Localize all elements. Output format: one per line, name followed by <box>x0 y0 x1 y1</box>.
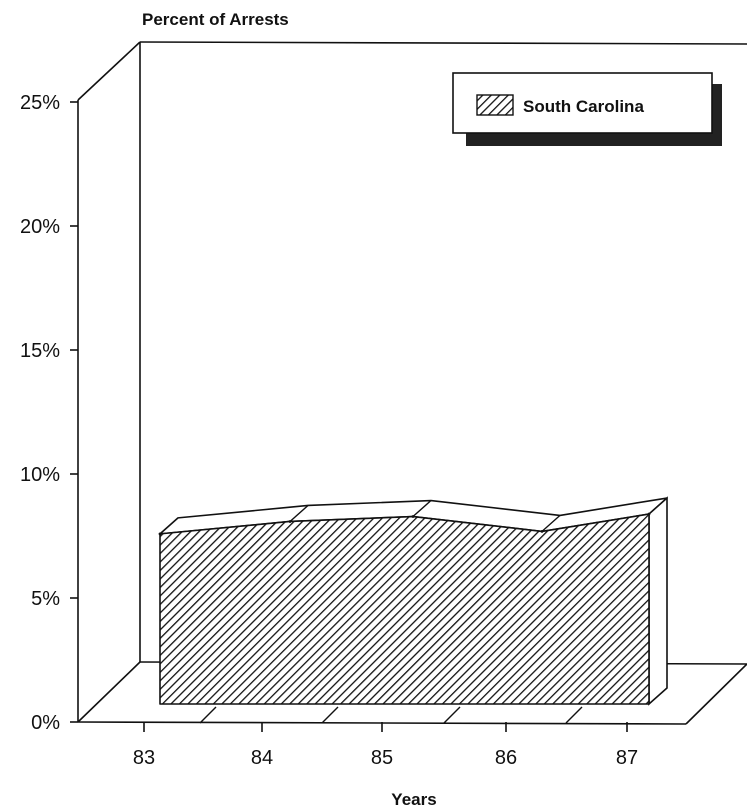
depth-edge-bottom <box>77 661 141 723</box>
data-point <box>647 512 651 516</box>
series-top-divider <box>541 514 561 532</box>
x-tick-label: 83 <box>133 747 155 769</box>
floor-right-edge <box>685 663 747 725</box>
floor-groove <box>199 706 217 724</box>
x-tick-label: 84 <box>251 747 273 769</box>
legend: South Carolina <box>452 72 722 146</box>
series-front-face <box>159 513 650 705</box>
y-axis-title: Percent of Arrests <box>142 10 289 29</box>
y-tick-label: 5% <box>31 588 60 610</box>
y-tick-label: 20% <box>20 216 60 238</box>
data-point <box>158 532 162 536</box>
y-tick-label: 10% <box>20 464 60 486</box>
floor-groove <box>321 706 339 724</box>
series-side-face <box>648 496 668 706</box>
series-top-divider <box>412 499 432 518</box>
y-tick-label: 25% <box>20 92 60 114</box>
series-top-divider <box>289 504 309 523</box>
back-wall-top-edge <box>139 41 747 45</box>
x-axis-ticks: 83 84 85 86 87 <box>133 722 638 769</box>
x-axis-title: Years <box>391 790 436 809</box>
floor-groove <box>565 706 583 724</box>
legend-label-south-carolina: South Carolina <box>523 97 644 116</box>
y-tick-label: 15% <box>20 340 60 362</box>
data-point <box>540 530 544 533</box>
x-tick-label: 87 <box>616 747 638 769</box>
series-area <box>158 496 668 706</box>
data-point <box>288 520 292 523</box>
y-tick-label: 0% <box>31 712 60 734</box>
x-tick-label: 85 <box>371 747 393 769</box>
floor-grooves <box>199 706 583 724</box>
floor-groove <box>443 706 461 724</box>
data-point <box>411 515 415 518</box>
legend-swatch <box>476 94 514 116</box>
y-axis-ticks: 0% 5% 10% 15% 20% 25% <box>20 92 78 734</box>
depth-edge-top <box>77 41 141 101</box>
x-tick-label: 86 <box>495 747 517 769</box>
